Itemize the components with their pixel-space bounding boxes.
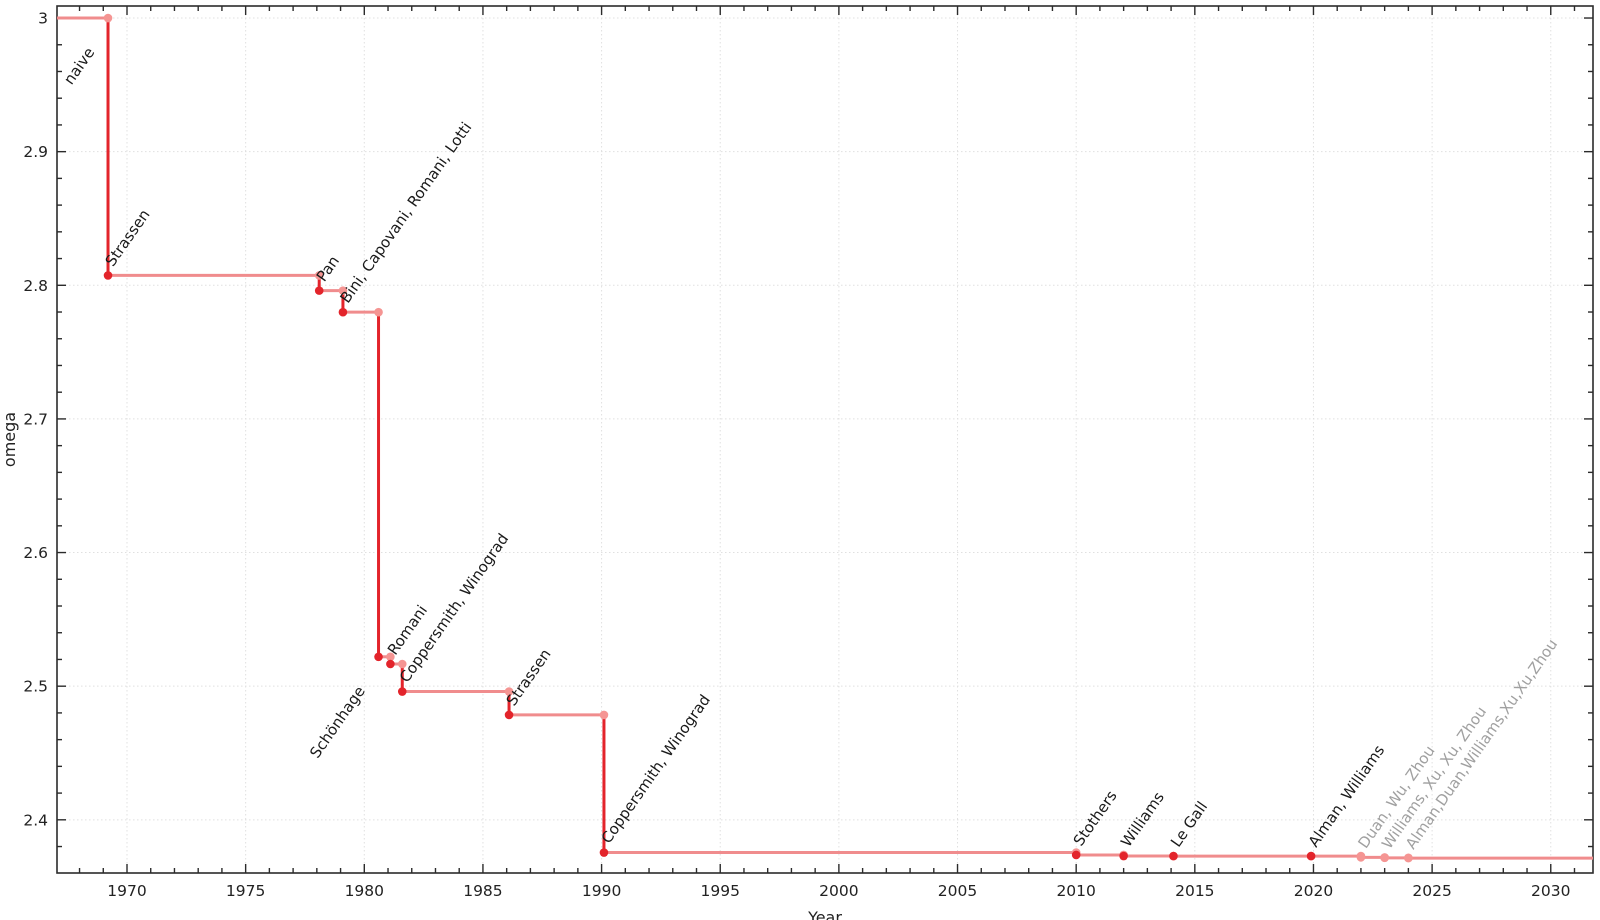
annotation-label: Coppersmith, Winograd: [597, 691, 713, 847]
y-tick-label: 2.9: [23, 143, 48, 161]
data-point-marker: [386, 659, 395, 669]
data-point-marker: [504, 710, 514, 720]
annotation-label: Pan: [313, 252, 343, 285]
data-point-marker: [1119, 851, 1128, 861]
step-corner-marker: [599, 710, 609, 720]
data-point-marker: [1306, 851, 1316, 861]
annotation-label: Williams, Xu, Xu, Zhou: [1378, 703, 1490, 852]
x-tick-label: 2005: [938, 882, 977, 900]
data-point-marker: [1169, 851, 1178, 861]
data-point-marker: [314, 286, 324, 295]
data-point-marker: [599, 848, 609, 857]
data-point-marker: [1404, 853, 1413, 863]
step-corner-marker: [504, 687, 514, 696]
x-tick-label: 1995: [701, 882, 740, 900]
step-corner-marker: [338, 286, 348, 295]
x-tick-label: 2020: [1294, 882, 1333, 900]
step-corner-marker: [386, 652, 395, 662]
data-point-marker: [1356, 853, 1366, 862]
x-tick-label: 1980: [345, 882, 384, 900]
data-point-marker: [397, 687, 407, 696]
data-point-marker: [374, 652, 383, 662]
data-point-marker: [1071, 850, 1081, 860]
y-tick-label: 2.8: [23, 277, 48, 295]
plot-frame: [56, 5, 1594, 874]
step-corner-marker: [374, 307, 383, 317]
x-tick-label: 1990: [582, 882, 621, 900]
x-tick-label: 2030: [1531, 882, 1570, 900]
data-point-marker: [338, 307, 348, 317]
data-point-marker: [103, 271, 113, 280]
annotation-label: Le Gall: [1167, 798, 1211, 850]
x-tick-label: 1970: [107, 882, 146, 900]
y-tick-label: 2.5: [23, 678, 48, 696]
step-corner-marker: [314, 271, 324, 280]
annotation-label: Bini, Capovani, Romani, Lotti: [336, 119, 475, 307]
step-corner-marker: [397, 659, 407, 669]
x-tick-label: 2015: [1175, 882, 1214, 900]
x-tick-label: 1975: [226, 882, 265, 900]
x-axis-title: Year: [807, 908, 842, 920]
y-tick-label: 3: [38, 10, 48, 28]
y-tick-label: 2.4: [23, 811, 48, 829]
y-tick-label: 2.7: [23, 410, 48, 428]
data-point-marker: [1380, 853, 1389, 863]
x-tick-label: 2025: [1412, 882, 1451, 900]
x-tick-label: 1985: [463, 882, 502, 900]
annotation-label: Williams: [1117, 788, 1168, 850]
annotation-label: Stothers: [1070, 787, 1121, 849]
x-tick-label: 2010: [1056, 882, 1095, 900]
annotation-label: Strassen: [503, 646, 555, 710]
y-axis-title: omega: [0, 412, 19, 467]
x-tick-label: 2000: [819, 882, 858, 900]
step-corner-marker: [103, 13, 113, 23]
y-tick-label: 2.6: [23, 544, 48, 562]
annotation-label: naive: [60, 44, 98, 88]
annotation-label: Schönhage: [306, 683, 369, 762]
